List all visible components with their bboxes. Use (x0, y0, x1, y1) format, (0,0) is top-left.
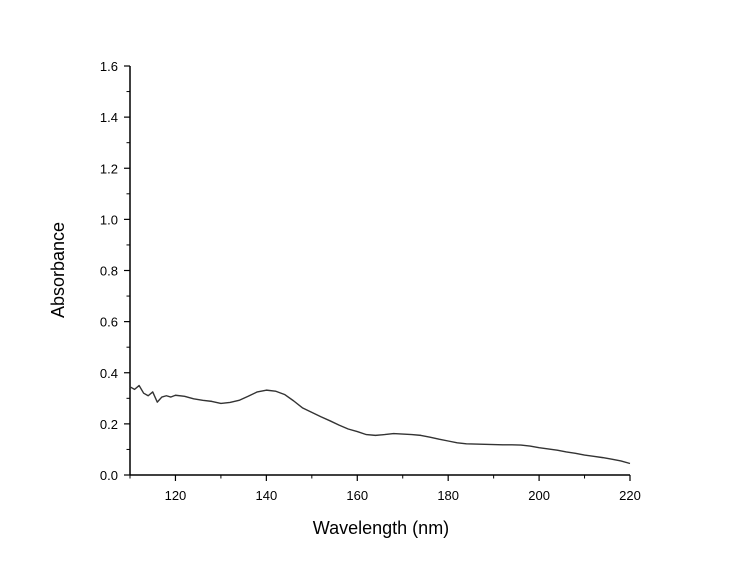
x-tick-label-140: 140 (256, 488, 278, 503)
series-group (129, 384, 631, 465)
x-tick-label-220: 220 (619, 488, 641, 503)
y-tick-label-0.6: 0.6 (100, 315, 118, 330)
y-tick-label-1.4: 1.4 (100, 110, 118, 125)
x-tick-label-180: 180 (437, 488, 459, 503)
x-tick-label-200: 200 (528, 488, 550, 503)
x-tick-label-120: 120 (165, 488, 187, 503)
y-axis-ticks: 0.0 0.2 0.4 0.6 0.8 1.0 1.2 1.4 1.6 (100, 59, 130, 483)
y-tick-label-0.8: 0.8 (100, 264, 118, 279)
series-line-0 (129, 384, 631, 465)
axes (129, 66, 630, 476)
x-axis-title: Wavelength (nm) (313, 518, 449, 538)
y-tick-label-1.2: 1.2 (100, 161, 118, 176)
x-axis-ticks: 120 140 160 180 200 220 (129, 475, 641, 503)
y-tick-label-0.4: 0.4 (100, 366, 118, 381)
y-tick-label-0.2: 0.2 (100, 417, 118, 432)
y-tick-label-0.0: 0.0 (100, 468, 118, 483)
y-axis-title: Absorbance (48, 222, 68, 318)
y-tick-label-1.0: 1.0 (100, 212, 118, 227)
y-tick-label-1.6: 1.6 (100, 59, 118, 74)
x-tick-label-160: 160 (346, 488, 368, 503)
